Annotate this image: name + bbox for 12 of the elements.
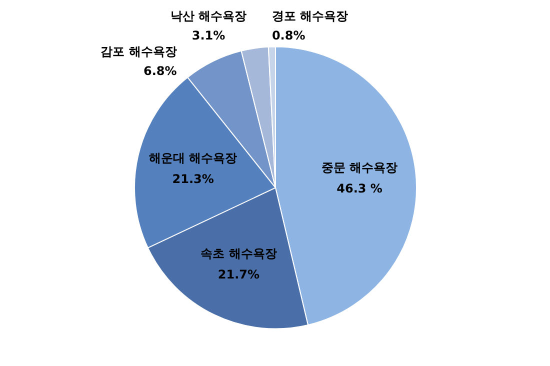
data-label: 3.1%	[192, 28, 226, 43]
slice-label: 감포 해수욕장	[100, 44, 177, 58]
data-label: 46.3 %	[336, 181, 382, 196]
data-label: 0.8%	[272, 28, 306, 43]
slice-label: 해운대 해수욕장	[149, 151, 238, 166]
data-label: 21.3%	[172, 172, 214, 186]
slice-label: 낙산 해수욕장	[170, 9, 247, 24]
data-label: 21.7%	[218, 267, 260, 282]
slice-label: 경포 해수욕장	[272, 9, 348, 24]
data-label: 6.8%	[144, 64, 177, 78]
slice-label: 속초 해수욕장	[200, 246, 277, 260]
slice-label: 중문 해수욕장	[321, 160, 398, 174]
